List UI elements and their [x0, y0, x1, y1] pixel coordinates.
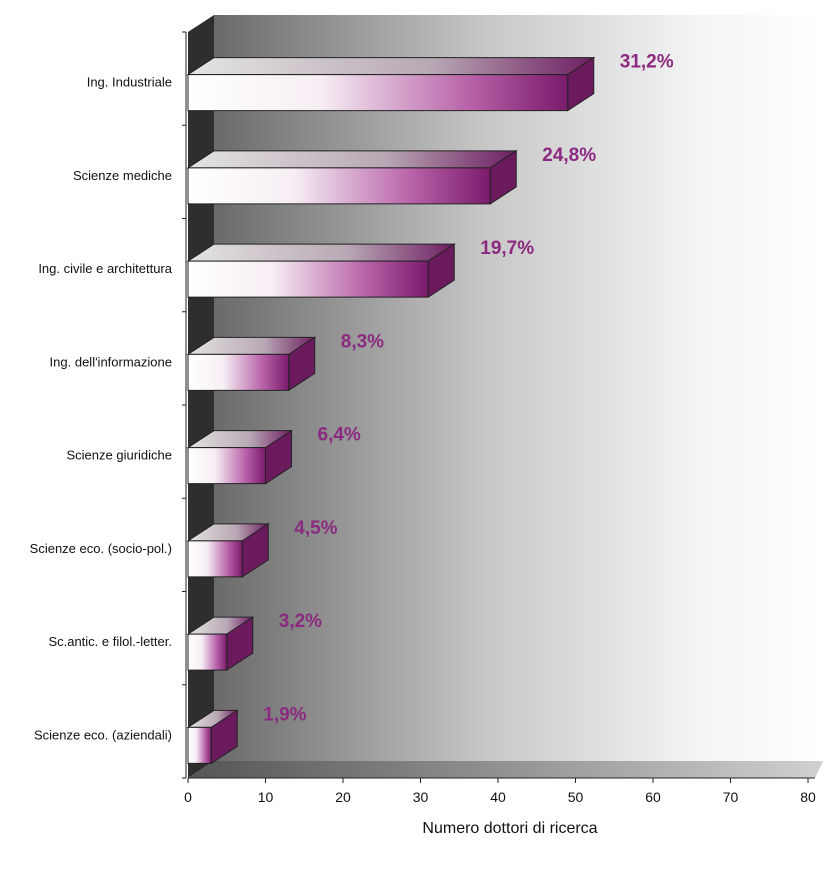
data-label: 31,2% — [620, 52, 674, 73]
category-label: Ing. Industriale — [87, 75, 172, 90]
bar-front — [187, 726, 212, 764]
x-tick-label: 80 — [800, 789, 816, 805]
data-label: 8,3% — [341, 331, 384, 352]
bar — [186, 429, 294, 485]
bar-front — [187, 447, 266, 485]
data-label: 19,7% — [480, 238, 534, 259]
side-wall — [188, 15, 214, 778]
x-axis-title: Numero dottori di ricerca — [422, 820, 598, 837]
axes: 0 10 20 30 40 50 60 70 80 — [182, 31, 816, 805]
category-label: Ing. dell'informazione — [50, 354, 172, 369]
bar-top — [186, 243, 456, 262]
bars — [186, 56, 596, 765]
bar-front — [187, 167, 491, 205]
bar — [186, 709, 239, 765]
bar-top — [186, 57, 596, 76]
x-tick-label: 30 — [413, 789, 429, 805]
data-label: 1,9% — [263, 704, 306, 725]
x-tick-label: 10 — [258, 789, 274, 805]
bar-front — [187, 260, 429, 298]
category-label: Scienze mediche — [73, 168, 172, 183]
back-wall — [214, 15, 823, 761]
x-tick-label: 70 — [723, 789, 739, 805]
labels: 31,2% Ing. Industriale 24,8% Scienze medich… — [30, 52, 674, 743]
floor — [188, 761, 823, 778]
bar-front — [187, 633, 228, 671]
data-label: 4,5% — [294, 518, 337, 539]
x-tick-label: 40 — [490, 789, 506, 805]
category-label: Sc.antic. e filol.-letter. — [48, 634, 172, 649]
data-label: 3,2% — [279, 611, 322, 632]
x-tick-label: 50 — [568, 789, 584, 805]
category-label: Scienze eco. (socio-pol.) — [30, 541, 172, 556]
category-label: Scienze eco. (aziendali) — [34, 727, 172, 742]
category-label: Scienze giuridiche — [66, 448, 172, 463]
bar — [186, 616, 255, 672]
bar — [186, 56, 596, 112]
bar — [186, 336, 317, 392]
bar-front — [187, 353, 290, 391]
plot-background — [188, 15, 823, 778]
x-tick-label: 0 — [184, 789, 192, 805]
bar-front — [187, 540, 243, 578]
data-label: 6,4% — [318, 425, 361, 446]
bar — [186, 243, 456, 299]
bar — [186, 149, 518, 205]
category-label: Ing. civile e architettura — [38, 261, 172, 276]
x-tick-label: 20 — [335, 789, 351, 805]
bar — [186, 522, 270, 578]
bar-top — [186, 150, 518, 169]
x-tick-label: 60 — [645, 789, 661, 805]
data-label: 24,8% — [542, 145, 596, 166]
bar-front — [187, 74, 569, 112]
